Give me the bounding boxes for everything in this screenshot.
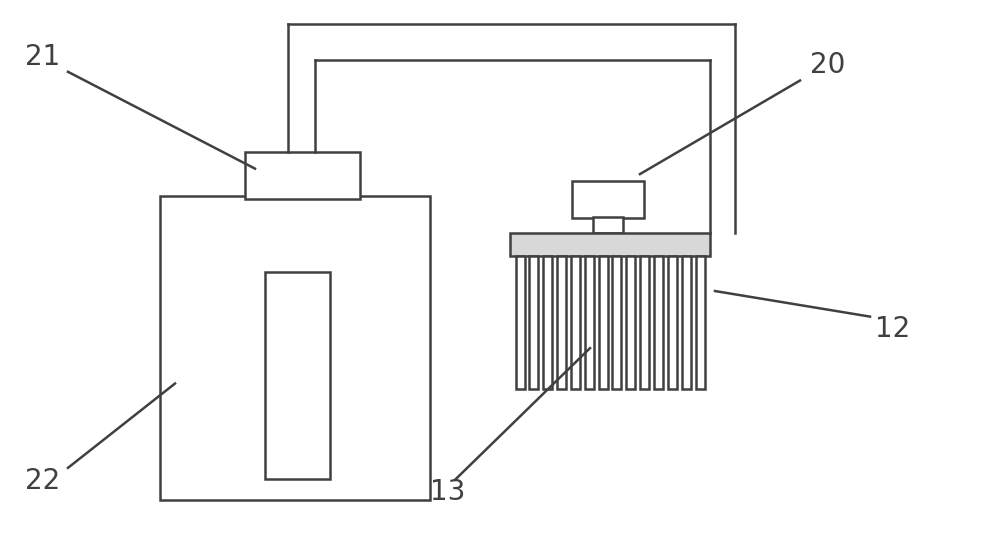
Bar <box>557 256 566 389</box>
Bar <box>585 256 594 389</box>
Bar <box>593 217 623 233</box>
Text: 20: 20 <box>810 51 845 79</box>
Bar <box>696 256 704 389</box>
Bar <box>529 256 538 389</box>
Text: 12: 12 <box>875 315 910 343</box>
Bar <box>599 256 608 389</box>
Text: 22: 22 <box>25 467 60 496</box>
Bar <box>654 256 663 389</box>
Bar <box>682 256 691 389</box>
Bar <box>626 256 635 389</box>
Bar <box>265 272 330 479</box>
Bar <box>572 181 644 218</box>
Text: 13: 13 <box>430 478 465 506</box>
Bar <box>516 256 525 389</box>
Bar <box>245 152 360 199</box>
Bar <box>543 256 552 389</box>
Bar <box>571 256 580 389</box>
Bar <box>612 256 621 389</box>
Text: 21: 21 <box>25 43 60 71</box>
Bar <box>510 233 710 256</box>
Bar <box>640 256 649 389</box>
Bar <box>668 256 677 389</box>
Bar <box>160 196 430 500</box>
